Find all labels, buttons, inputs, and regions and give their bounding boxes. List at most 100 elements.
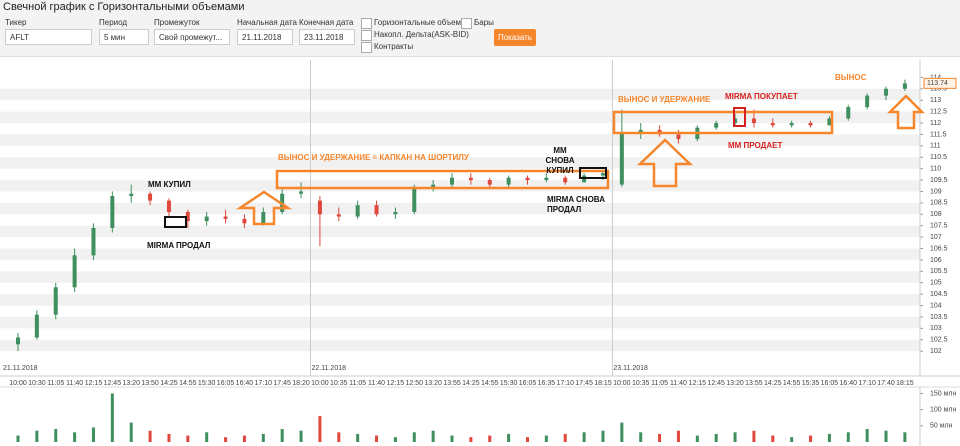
show-button[interactable]: Показать xyxy=(494,29,536,46)
volume-bar xyxy=(242,435,246,442)
candle-body xyxy=(204,216,209,222)
candle-body xyxy=(431,184,436,187)
volume-bar xyxy=(903,432,907,442)
date-label: 22.11.2018 xyxy=(311,365,346,372)
price-tag xyxy=(923,77,957,89)
x-tick-label: 10:35 xyxy=(632,380,650,387)
start-date[interactable]: 21.11.2018 xyxy=(237,29,293,45)
volume-bar xyxy=(714,433,718,442)
candle-body xyxy=(223,216,228,219)
volume-bar xyxy=(809,435,813,442)
x-tick-label: 13:50 xyxy=(141,380,159,387)
candle-body xyxy=(242,218,247,224)
x-tick-label: 16:05 xyxy=(821,380,839,387)
range-select[interactable]: Свой промежут... xyxy=(154,29,230,45)
candle-body xyxy=(468,177,473,181)
volume-bar xyxy=(16,435,20,442)
volume-bar xyxy=(54,429,58,442)
x-tick-label: 17:10 xyxy=(858,380,876,387)
grid-band xyxy=(0,294,920,306)
grid-band xyxy=(0,339,920,352)
option: Горизонтальные объемы xyxy=(374,18,467,27)
label: Промежуток xyxy=(154,18,200,27)
grid-band xyxy=(0,225,920,238)
date-label: 23.11.2018 xyxy=(613,365,648,372)
x-tick-label: 17:10 xyxy=(255,380,273,387)
annotation-box xyxy=(275,169,610,190)
y-tick-label: 104 xyxy=(930,302,942,309)
y-tick-label: 102.5 xyxy=(930,337,948,344)
volume-bar xyxy=(35,430,39,442)
x-tick-label: 12:50 xyxy=(406,380,424,387)
candle-body xyxy=(827,118,832,126)
option: Бары xyxy=(474,18,494,27)
candle-body xyxy=(53,287,58,315)
x-tick-label: 14:55 xyxy=(179,380,197,387)
x-tick-label: 10:30 xyxy=(28,380,46,387)
volume-bar xyxy=(790,437,794,442)
ticker-input[interactable]: AFLT xyxy=(5,29,92,45)
grid-band xyxy=(0,88,920,101)
annotation-box xyxy=(164,216,187,228)
x-tick-label: 15:30 xyxy=(198,380,216,387)
toolbar: Свечной график с Горизонтальными объемам… xyxy=(0,0,960,57)
volume-bar xyxy=(91,427,95,442)
y-tick-label: 112.5 xyxy=(930,108,947,115)
option: Накопл. Дельта(ASK-BID) xyxy=(374,30,469,39)
grid-band xyxy=(0,134,920,146)
candle-body xyxy=(884,88,889,96)
x-tick-label: 18:15 xyxy=(594,380,612,387)
volume-bar xyxy=(110,393,114,442)
annotation: ММ СНОВА КУПИЛ xyxy=(545,146,575,175)
x-tick-label: 14:25 xyxy=(764,380,782,387)
annotation-arrow xyxy=(636,138,694,188)
end-date[interactable]: 23.11.2018 xyxy=(299,29,355,45)
volume-bar xyxy=(375,435,379,442)
x-tick-label: 13:20 xyxy=(424,380,442,387)
grid-band xyxy=(0,248,920,260)
candle-body xyxy=(676,134,681,139)
checkbox[interactable] xyxy=(361,18,372,29)
candle-body xyxy=(638,129,643,133)
candle-body xyxy=(770,123,775,126)
volume-bar xyxy=(167,433,171,442)
y-tick-label: 111.5 xyxy=(930,131,947,138)
checkbox[interactable] xyxy=(461,18,472,29)
x-tick-label: 12:45 xyxy=(104,380,122,387)
x-tick-label: 10:00 xyxy=(9,380,27,387)
volume-bar xyxy=(639,432,643,442)
volume-bar xyxy=(563,433,567,442)
grid-band xyxy=(0,180,920,192)
y-tick-label: 106.5 xyxy=(930,245,948,252)
volume-bar xyxy=(544,435,548,442)
checkbox[interactable] xyxy=(361,30,372,41)
last-price: 113.74 xyxy=(927,80,948,87)
y-tick-label: 110 xyxy=(930,166,941,173)
x-tick-label: 14:55 xyxy=(783,380,801,387)
x-tick-label: 10:35 xyxy=(330,380,348,387)
x-tick-label: 17:10 xyxy=(556,380,574,387)
x-tick-label: 17:40 xyxy=(877,380,895,387)
grid-band xyxy=(0,157,920,169)
x-tick-label: 18:20 xyxy=(292,380,310,387)
checkbox[interactable] xyxy=(361,42,372,53)
x-tick-label: 12:15 xyxy=(689,380,707,387)
candle-body xyxy=(412,186,417,212)
volume-bar xyxy=(601,430,605,442)
volume-bar xyxy=(507,433,511,442)
period-select[interactable]: 5 мин xyxy=(99,29,149,45)
v-tick-label: 100 млн xyxy=(930,406,957,413)
candle-body xyxy=(261,212,266,224)
x-tick-label: 14:55 xyxy=(481,380,499,387)
x-tick-label: 11:05 xyxy=(651,380,668,387)
y-tick-label: 107.5 xyxy=(930,223,948,230)
x-tick-label: 14:25 xyxy=(462,380,480,387)
candle-body xyxy=(714,123,719,128)
y-tick-label: 108 xyxy=(930,211,942,218)
candle-body xyxy=(751,118,756,124)
annotation: ВЫНОС И УДЕРЖАНИЕ xyxy=(618,95,711,104)
annotation: ВЫНОС И УДЕРЖАНИЕ = КАПКАН НА ШОРТИЛУ xyxy=(278,153,469,162)
x-tick-label: 16:40 xyxy=(840,380,858,387)
volume-bar xyxy=(356,433,360,442)
